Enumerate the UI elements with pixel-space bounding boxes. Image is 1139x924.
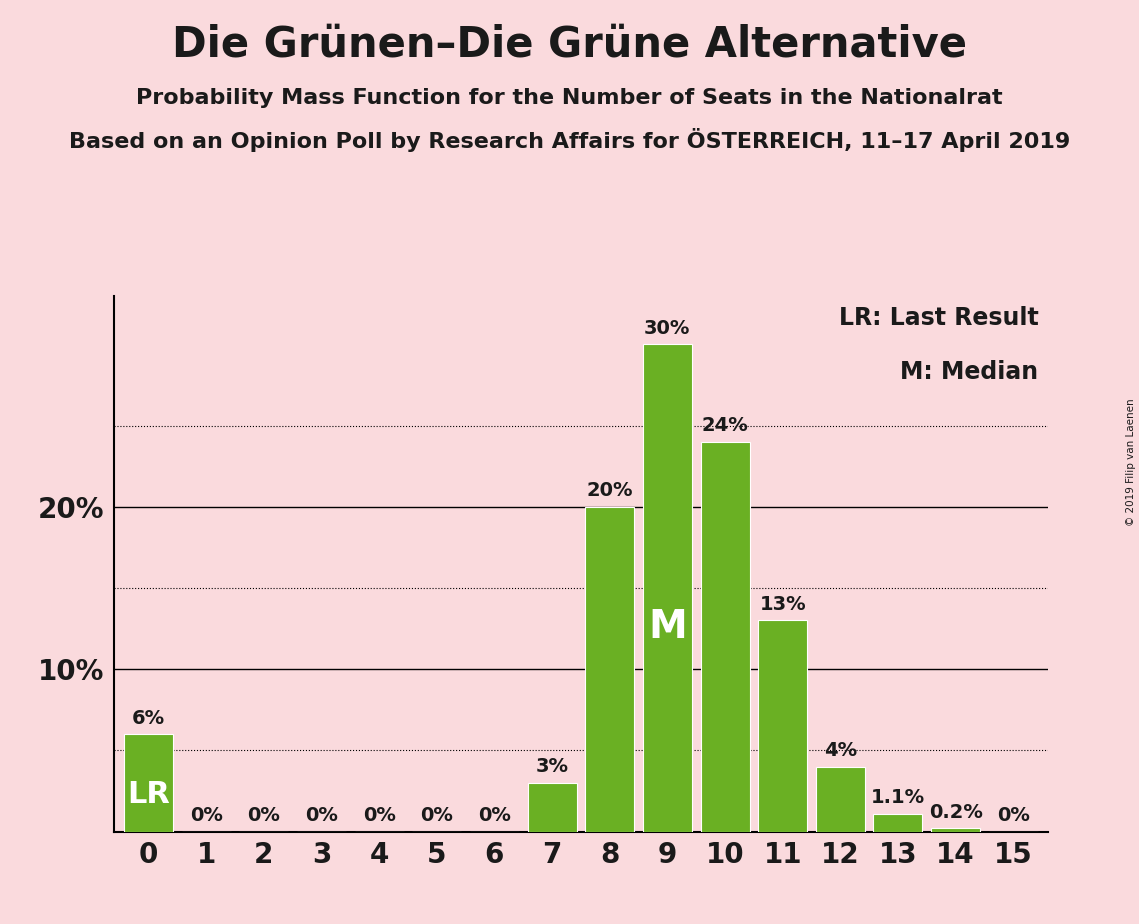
Text: Die Grünen–Die Grüne Alternative: Die Grünen–Die Grüne Alternative xyxy=(172,23,967,65)
Text: 6%: 6% xyxy=(132,709,165,728)
Text: 0%: 0% xyxy=(305,806,338,825)
Bar xyxy=(816,767,865,832)
Bar xyxy=(527,783,576,832)
Text: LR: Last Result: LR: Last Result xyxy=(838,307,1039,331)
Text: 4%: 4% xyxy=(823,741,857,760)
Text: LR: LR xyxy=(128,780,170,809)
Text: Probability Mass Function for the Number of Seats in the Nationalrat: Probability Mass Function for the Number… xyxy=(137,88,1002,108)
Bar xyxy=(874,814,923,832)
Text: 0%: 0% xyxy=(362,806,395,825)
Text: Based on an Opinion Poll by Research Affairs for ÖSTERREICH, 11–17 April 2019: Based on an Opinion Poll by Research Aff… xyxy=(68,128,1071,152)
Text: 13%: 13% xyxy=(760,595,806,614)
Text: © 2019 Filip van Laenen: © 2019 Filip van Laenen xyxy=(1126,398,1136,526)
Bar xyxy=(700,442,749,832)
Text: 1.1%: 1.1% xyxy=(871,788,925,808)
Text: 0%: 0% xyxy=(478,806,511,825)
Bar xyxy=(642,345,691,832)
Text: M: Median: M: Median xyxy=(901,360,1039,384)
Text: M: M xyxy=(648,608,687,646)
Text: 20%: 20% xyxy=(587,481,633,500)
Text: 0%: 0% xyxy=(190,806,222,825)
Text: 3%: 3% xyxy=(535,758,568,776)
Text: 0%: 0% xyxy=(997,806,1030,825)
Text: 0%: 0% xyxy=(247,806,280,825)
Bar xyxy=(585,506,634,832)
Text: 24%: 24% xyxy=(702,417,748,435)
Bar xyxy=(759,621,808,832)
Text: 0.2%: 0.2% xyxy=(928,803,983,821)
Bar xyxy=(124,735,173,832)
Text: 30%: 30% xyxy=(645,319,690,338)
Bar xyxy=(931,828,981,832)
Text: 0%: 0% xyxy=(420,806,453,825)
